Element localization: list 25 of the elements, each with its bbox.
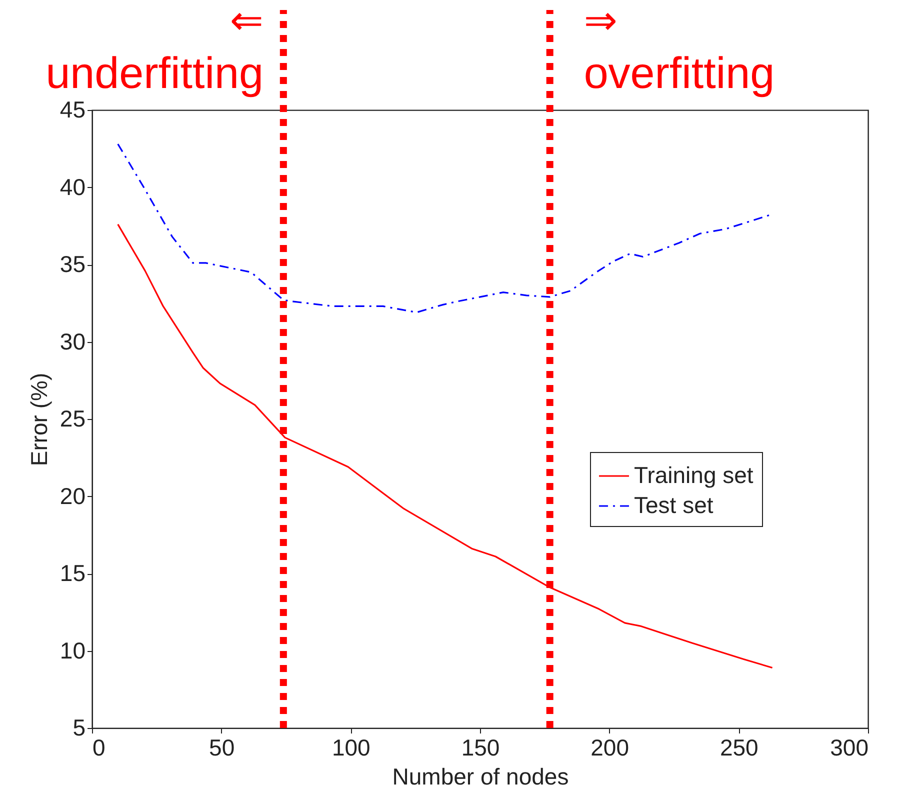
x-tick-label: 300 bbox=[830, 734, 868, 760]
legend-label: Test set bbox=[634, 492, 714, 518]
x-tick-label: 50 bbox=[209, 734, 235, 760]
y-tick-label: 40 bbox=[60, 174, 86, 200]
x-tick-label: 100 bbox=[332, 734, 370, 760]
y-tick-label: 5 bbox=[72, 714, 86, 740]
x-tick-label: 0 bbox=[92, 734, 106, 760]
y-tick-label: 10 bbox=[60, 637, 86, 664]
ref-line-label: underfitting bbox=[46, 49, 264, 98]
legend-label: Training set bbox=[634, 462, 754, 488]
text: ⇐ bbox=[230, 0, 264, 44]
ref-line-label: overfitting bbox=[584, 49, 775, 98]
y-tick-label: 45 bbox=[60, 96, 86, 122]
x-axis-title: Number of nodes bbox=[392, 764, 569, 790]
y-tick-label: 30 bbox=[60, 328, 86, 354]
y-tick-label: 25 bbox=[60, 406, 86, 432]
x-tick-label: 150 bbox=[461, 734, 500, 760]
text: ⇒ bbox=[584, 0, 618, 44]
y-axis-title: Error (%) bbox=[26, 372, 52, 466]
y-tick-label: 20 bbox=[60, 482, 86, 509]
y-tick-label: 15 bbox=[60, 560, 86, 586]
x-tick-label: 200 bbox=[590, 734, 630, 760]
x-tick-label: 250 bbox=[720, 734, 758, 760]
line-series bbox=[117, 143, 771, 314]
y-tick-label: 35 bbox=[60, 251, 86, 277]
